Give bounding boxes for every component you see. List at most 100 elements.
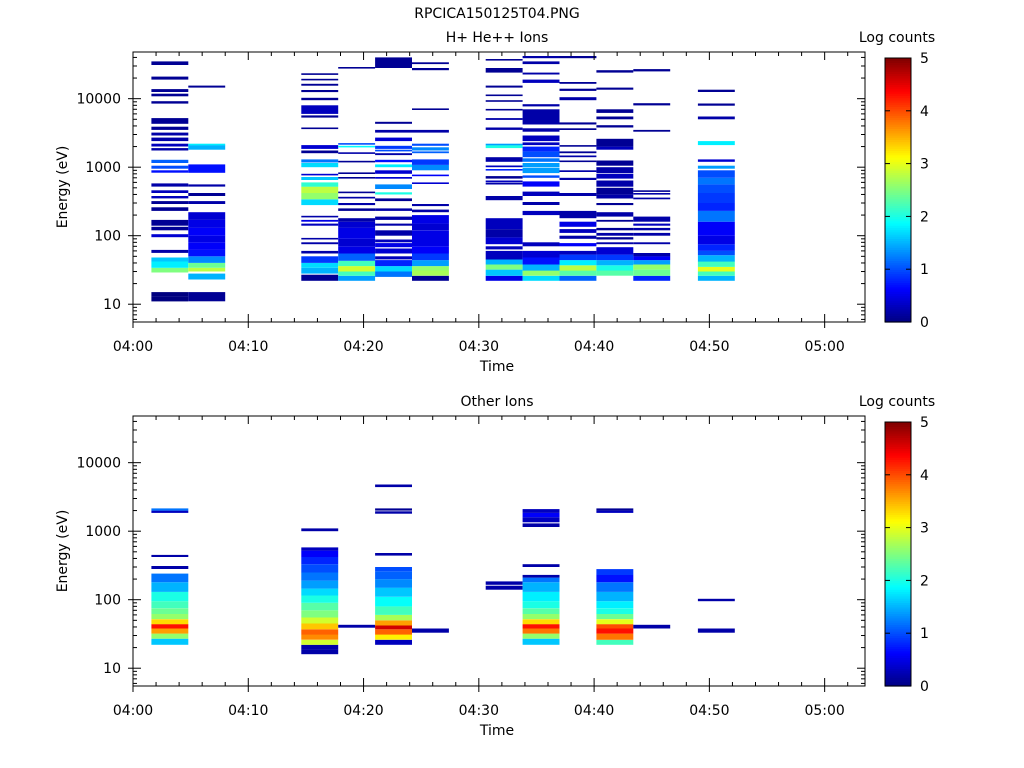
spectrogram-cell bbox=[412, 260, 449, 267]
spectrogram-cell bbox=[485, 275, 523, 281]
colorbar-segment bbox=[885, 236, 911, 239]
spectrogram-cell bbox=[151, 165, 189, 169]
colorbar-segment bbox=[885, 159, 911, 162]
colorbar-segment bbox=[885, 121, 911, 125]
y-tick-label: 1000 bbox=[85, 524, 121, 540]
colorbar-segment bbox=[885, 604, 911, 608]
spectrogram-cell bbox=[559, 275, 597, 281]
spectrogram-cell bbox=[188, 235, 226, 243]
colorbar-segment bbox=[885, 242, 911, 246]
spectrogram-cell bbox=[596, 613, 634, 620]
colorbar-segment bbox=[885, 642, 911, 645]
spectrogram-cell bbox=[697, 250, 735, 256]
spectrogram-cell bbox=[596, 232, 634, 236]
colorbar-segment bbox=[885, 422, 911, 425]
colorbar-segment bbox=[885, 644, 911, 647]
spectrogram-cell bbox=[485, 250, 523, 260]
colorbar-segment bbox=[885, 430, 911, 434]
colorbar-segment bbox=[885, 633, 911, 636]
x-tick-label: 05:00 bbox=[804, 703, 844, 719]
spectrogram-cell bbox=[697, 598, 735, 602]
spectrogram-cell bbox=[522, 638, 560, 645]
spectrogram-cell bbox=[596, 633, 634, 640]
colorbar-segment bbox=[885, 284, 911, 288]
spectrogram-cell bbox=[375, 184, 412, 189]
colorbar-segment bbox=[885, 227, 911, 231]
spectrogram-cell bbox=[188, 292, 226, 302]
spectrogram-cell bbox=[301, 145, 339, 149]
spectrogram-cell bbox=[338, 218, 376, 222]
colorbar-segment bbox=[885, 496, 911, 500]
spectrogram-cell bbox=[151, 137, 189, 142]
colorbar-segment bbox=[885, 622, 911, 625]
spectrogram-cell bbox=[697, 184, 735, 193]
spectrogram-cell bbox=[412, 275, 449, 281]
spectrogram-cell bbox=[522, 574, 560, 578]
spectrogram-cell bbox=[375, 587, 412, 597]
spectrogram-cell bbox=[301, 564, 339, 573]
spectrogram-cell bbox=[188, 85, 226, 88]
spectrogram-cell bbox=[151, 207, 189, 211]
colorbar-segment bbox=[885, 179, 911, 182]
spectrogram-cell bbox=[522, 613, 560, 620]
colorbar-tick-label: 2 bbox=[920, 209, 929, 225]
spectrogram-cell bbox=[485, 264, 523, 270]
colorbar-segment bbox=[885, 126, 911, 129]
spectrogram-cell bbox=[596, 608, 634, 614]
spectrogram-cell bbox=[338, 67, 376, 69]
spectrogram-cell bbox=[338, 266, 376, 272]
spectrogram-cell bbox=[522, 591, 560, 602]
spectrogram-cell bbox=[522, 72, 560, 75]
spectrogram-cell bbox=[338, 260, 376, 267]
spectrogram-cell bbox=[151, 170, 189, 173]
spectrogram-cell bbox=[151, 183, 189, 187]
spectrogram-cell bbox=[188, 164, 226, 173]
spectrogram-cell bbox=[485, 143, 523, 146]
colorbar-frame bbox=[884, 57, 912, 323]
spectrogram-cell bbox=[301, 256, 339, 263]
colorbar-frame bbox=[884, 421, 912, 687]
spectrogram-cell bbox=[301, 250, 339, 254]
spectrogram-cell bbox=[301, 588, 339, 596]
spectrogram-cell bbox=[151, 226, 189, 231]
spectrogram-cell bbox=[301, 97, 339, 101]
spectrogram-cell bbox=[412, 151, 449, 154]
spectrogram-cell bbox=[522, 104, 560, 107]
spectrogram-cell bbox=[559, 193, 597, 196]
colorbar-segment bbox=[885, 253, 911, 257]
colorbar-segment bbox=[885, 565, 911, 568]
colorbar-segment bbox=[885, 234, 911, 237]
colorbar-segment bbox=[885, 245, 911, 248]
colorbar-segment bbox=[885, 229, 911, 233]
spectrogram-cell bbox=[301, 267, 339, 274]
spectrogram-cell bbox=[697, 275, 735, 281]
colorbar-segment bbox=[885, 554, 911, 557]
spectrogram-cell bbox=[596, 242, 634, 245]
spectrogram-cell bbox=[151, 608, 189, 614]
spectrogram-cell bbox=[596, 254, 634, 261]
colorbar-segment bbox=[885, 286, 911, 290]
y-tick-label: 100 bbox=[94, 229, 121, 245]
spectrogram-cell bbox=[151, 61, 189, 65]
spectrogram-cell bbox=[301, 163, 339, 168]
plot-frame bbox=[132, 51, 866, 323]
spectrogram-cell bbox=[338, 191, 376, 194]
spectrogram-cell bbox=[375, 571, 412, 580]
colorbar-segment bbox=[885, 615, 911, 619]
spectrogram-cell bbox=[559, 260, 597, 266]
colorbar-segment bbox=[885, 264, 911, 268]
colorbar-segment bbox=[885, 543, 911, 546]
colorbar-segment bbox=[885, 183, 911, 187]
spectrogram-cell bbox=[301, 649, 339, 655]
spectrogram-cell bbox=[596, 639, 634, 645]
spectrogram-cell bbox=[338, 143, 376, 145]
colorbar-segment bbox=[885, 317, 911, 321]
spectrogram-cell bbox=[151, 267, 189, 273]
colorbar-segment bbox=[885, 560, 911, 564]
spectrogram-cell bbox=[188, 184, 226, 187]
y-tick-label: 10000 bbox=[76, 92, 121, 108]
spectrogram-cell bbox=[301, 215, 339, 218]
colorbar-segment bbox=[885, 600, 911, 603]
colorbar-segment bbox=[885, 457, 911, 460]
spectrogram-cell bbox=[522, 175, 560, 178]
